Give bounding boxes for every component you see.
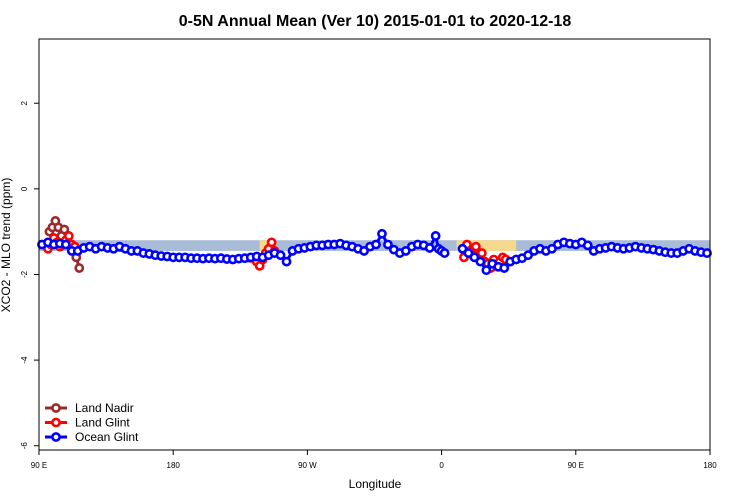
ocean-glint-point: [430, 231, 441, 241]
x-tick-label: 90 W: [298, 461, 317, 470]
ocean-glint-point: [702, 248, 712, 258]
land-glint-point: [63, 231, 74, 241]
x-tick-label: 0: [439, 461, 444, 470]
y-axis-label: XCO2 - MLO trend (ppm): [0, 178, 13, 313]
land-nadir-point: [74, 263, 85, 273]
ocean-glint-point: [60, 239, 71, 250]
ocean-glint-point: [281, 256, 292, 267]
x-tick-label: 180: [167, 461, 181, 470]
y-tick-label: -4: [20, 356, 29, 364]
x-axis-label: Longitude: [349, 477, 402, 491]
x-tick-label: 90 E: [568, 461, 584, 470]
land-glint-point: [266, 237, 277, 248]
background-band: [456, 240, 517, 251]
x-axis: 90 E 180 90 W 0 90 E 180: [31, 450, 717, 470]
legend-label-land-nadir: Land Nadir: [75, 401, 134, 415]
y-tick-label: 0: [20, 186, 29, 191]
x-tick-label: 180: [703, 461, 717, 470]
legend-marker-land-glint: [51, 417, 61, 428]
ocean-glint-point: [475, 256, 486, 267]
legend-marker-ocean-glint: [51, 432, 61, 442]
land-glint-point: [476, 248, 487, 258]
ocean-glint-point: [377, 228, 387, 239]
land-nadir-point: [59, 224, 70, 235]
ocean-glint-point: [371, 239, 381, 250]
y-axis: 2 0 -2 -4 -6: [20, 100, 39, 449]
ocean-glint-point: [383, 239, 393, 250]
ocean-glint-point: [499, 263, 510, 273]
ocean-glint-point: [275, 250, 286, 261]
chart-title: 0-5N Annual Mean (Ver 10) 2015-01-01 to …: [179, 13, 572, 30]
land-glint-point: [470, 241, 481, 252]
y-tick-label: 2: [20, 100, 29, 105]
y-tick-label: -2: [20, 270, 29, 278]
ocean-glint-point: [481, 265, 492, 276]
legend-label-land-glint: Land Glint: [75, 416, 130, 430]
ocean-glint-point: [439, 248, 450, 258]
plot-area: [37, 216, 712, 276]
plot-frame: [38, 38, 711, 451]
legend-label-ocean-glint: Ocean Glint: [75, 430, 139, 444]
y-tick-label: -6: [20, 442, 29, 450]
legend-marker-land-nadir: [51, 403, 61, 413]
ocean-glint-point: [582, 240, 593, 251]
ocean-glint-point: [424, 243, 435, 253]
x-tick-label: 90 E: [31, 461, 47, 470]
